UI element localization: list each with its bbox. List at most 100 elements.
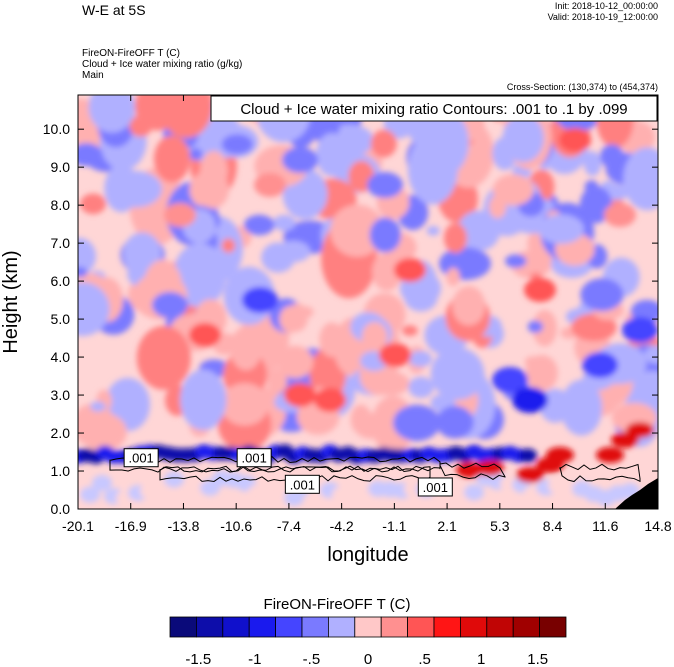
- heatmap-cell: [188, 148, 203, 161]
- heatmap-cell: [164, 203, 196, 227]
- heatmap-cell: [164, 471, 184, 488]
- colorbar-tick-label: 1: [477, 651, 485, 667]
- field-line-2: Cloud + Ice water mixing ratio (g/kg): [82, 59, 243, 70]
- heatmap-cell: [426, 225, 440, 236]
- heatmap-cell: [622, 317, 658, 343]
- contour-labels: .001 .001 .001 .001: [123, 448, 453, 497]
- terrain-shape: [615, 478, 658, 509]
- heatmap-cell: [519, 448, 537, 463]
- y-tick-label: 8.0: [51, 197, 71, 213]
- heatmap-cell: [107, 170, 162, 208]
- terrain: [615, 478, 658, 509]
- contour-label-box: [123, 448, 159, 468]
- y-tick-label: 4.0: [51, 349, 71, 365]
- x-tick-label: -20.1: [62, 518, 94, 534]
- x-tick-label: -1.1: [382, 518, 406, 534]
- heatmap-cell: [546, 447, 574, 463]
- heatmap-cell: [559, 128, 591, 152]
- heatmap-cell: [260, 486, 280, 503]
- heatmap-cell: [623, 147, 658, 211]
- heatmap-cell: [464, 484, 484, 501]
- heatmap-cell: [408, 350, 433, 368]
- heatmap-cell: [560, 379, 603, 436]
- heatmap-cell: [153, 135, 191, 183]
- heatmap-cell: [152, 292, 188, 318]
- heatmap-cell: [436, 405, 474, 439]
- heatmap-cell: [369, 217, 401, 253]
- colorbar: [169, 616, 567, 638]
- heatmap-cell: [221, 238, 236, 253]
- heatmap-cell: [361, 321, 388, 352]
- y-tick-label: 0.0: [51, 501, 71, 517]
- heatmap-cell: [367, 172, 403, 198]
- heatmap-cell: [452, 286, 486, 326]
- heatmap-cell: [78, 403, 116, 446]
- heatmap-cell: [596, 447, 624, 463]
- colorbar-tick-label: 0: [364, 651, 372, 667]
- heatmap-cell: [379, 343, 411, 367]
- heatmap-cell: [242, 287, 278, 313]
- colorbar-swatch: [486, 616, 514, 638]
- y-tick-label: 10.0: [43, 121, 70, 137]
- colorbar-swatch: [433, 616, 461, 638]
- contour-label: .001: [128, 451, 153, 466]
- heatmap-cell: [80, 193, 106, 215]
- cross-section-label: Cross-Section: (130,374) to (454,374): [506, 82, 658, 92]
- y-tick-label: 9.0: [51, 159, 71, 175]
- heatmap-cell: [78, 143, 103, 167]
- heatmap-cell: [579, 185, 613, 224]
- init-time: Init: 2018-10-12_00:00:00: [554, 1, 658, 11]
- x-tick-label: 5.3: [490, 518, 510, 534]
- colorbar-tick-label: -1: [248, 651, 261, 667]
- heatmap-cell: [267, 368, 288, 394]
- heatmap-cell: [314, 388, 346, 412]
- heatmap-cell: [372, 252, 402, 291]
- heatmap-cell: [315, 373, 333, 388]
- heatmap-cell: [392, 404, 441, 442]
- heatmap-cell: [571, 313, 617, 342]
- heatmap-cell: [176, 489, 196, 506]
- heatmap-cell: [136, 325, 191, 390]
- heatmap-cell: [370, 129, 397, 158]
- colorbar-swatch: [512, 616, 541, 638]
- heatmap-cell: [582, 352, 618, 378]
- valid-time: Valid: 2018-10-19_12:00:00: [547, 12, 658, 22]
- heatmap-cell: [527, 320, 543, 333]
- x-tick-label: 8.4: [543, 518, 563, 534]
- x-tick-label: -7.4: [277, 518, 301, 534]
- colorbar-swatch: [459, 616, 488, 638]
- y-tick-label: 5.0: [51, 311, 71, 327]
- heatmap-cell: [254, 173, 286, 197]
- contour-line: [559, 463, 641, 483]
- heatmap-cell: [457, 210, 501, 252]
- heatmap-cell: [180, 369, 227, 431]
- heatmap-cell: [319, 322, 345, 358]
- y-tick-label: 7.0: [51, 235, 71, 251]
- x-tick-label: 14.8: [644, 518, 671, 534]
- heatmap-cell: [330, 204, 385, 257]
- plot-title: W-E at 5S: [82, 2, 146, 18]
- contour-info-box: Cloud + Ice water mixing ratio Contours:…: [210, 95, 658, 122]
- contour-line: [439, 462, 506, 480]
- heatmap-cell: [394, 258, 426, 282]
- heatmap-cell: [512, 387, 548, 413]
- heatmap-cell: [221, 134, 253, 155]
- heatmap-cell: [350, 404, 372, 435]
- heatmap-cell: [199, 150, 228, 192]
- colorbar-tick-label: -.5: [303, 651, 321, 667]
- x-tick-label: -10.6: [220, 518, 252, 534]
- heatmap-cell: [78, 237, 96, 275]
- heatmap-cell: [92, 474, 112, 491]
- plot-frame: [77, 94, 659, 510]
- heatmap-cell: [282, 147, 318, 173]
- x-axis-title: longitude: [327, 544, 408, 566]
- heatmap-cell: [230, 326, 262, 371]
- contour-label-box: [284, 474, 320, 494]
- heatmap-cell: [583, 151, 602, 177]
- contour-info-frame: [210, 95, 658, 122]
- heatmap-cell: [476, 460, 504, 476]
- colorbar-ticks: -1.5 -1 -.5 0 .5 1 1.5: [185, 651, 548, 667]
- heatmap-cell: [88, 95, 136, 133]
- heatmap-cell: [430, 347, 485, 400]
- heatmap-cell: [299, 306, 314, 318]
